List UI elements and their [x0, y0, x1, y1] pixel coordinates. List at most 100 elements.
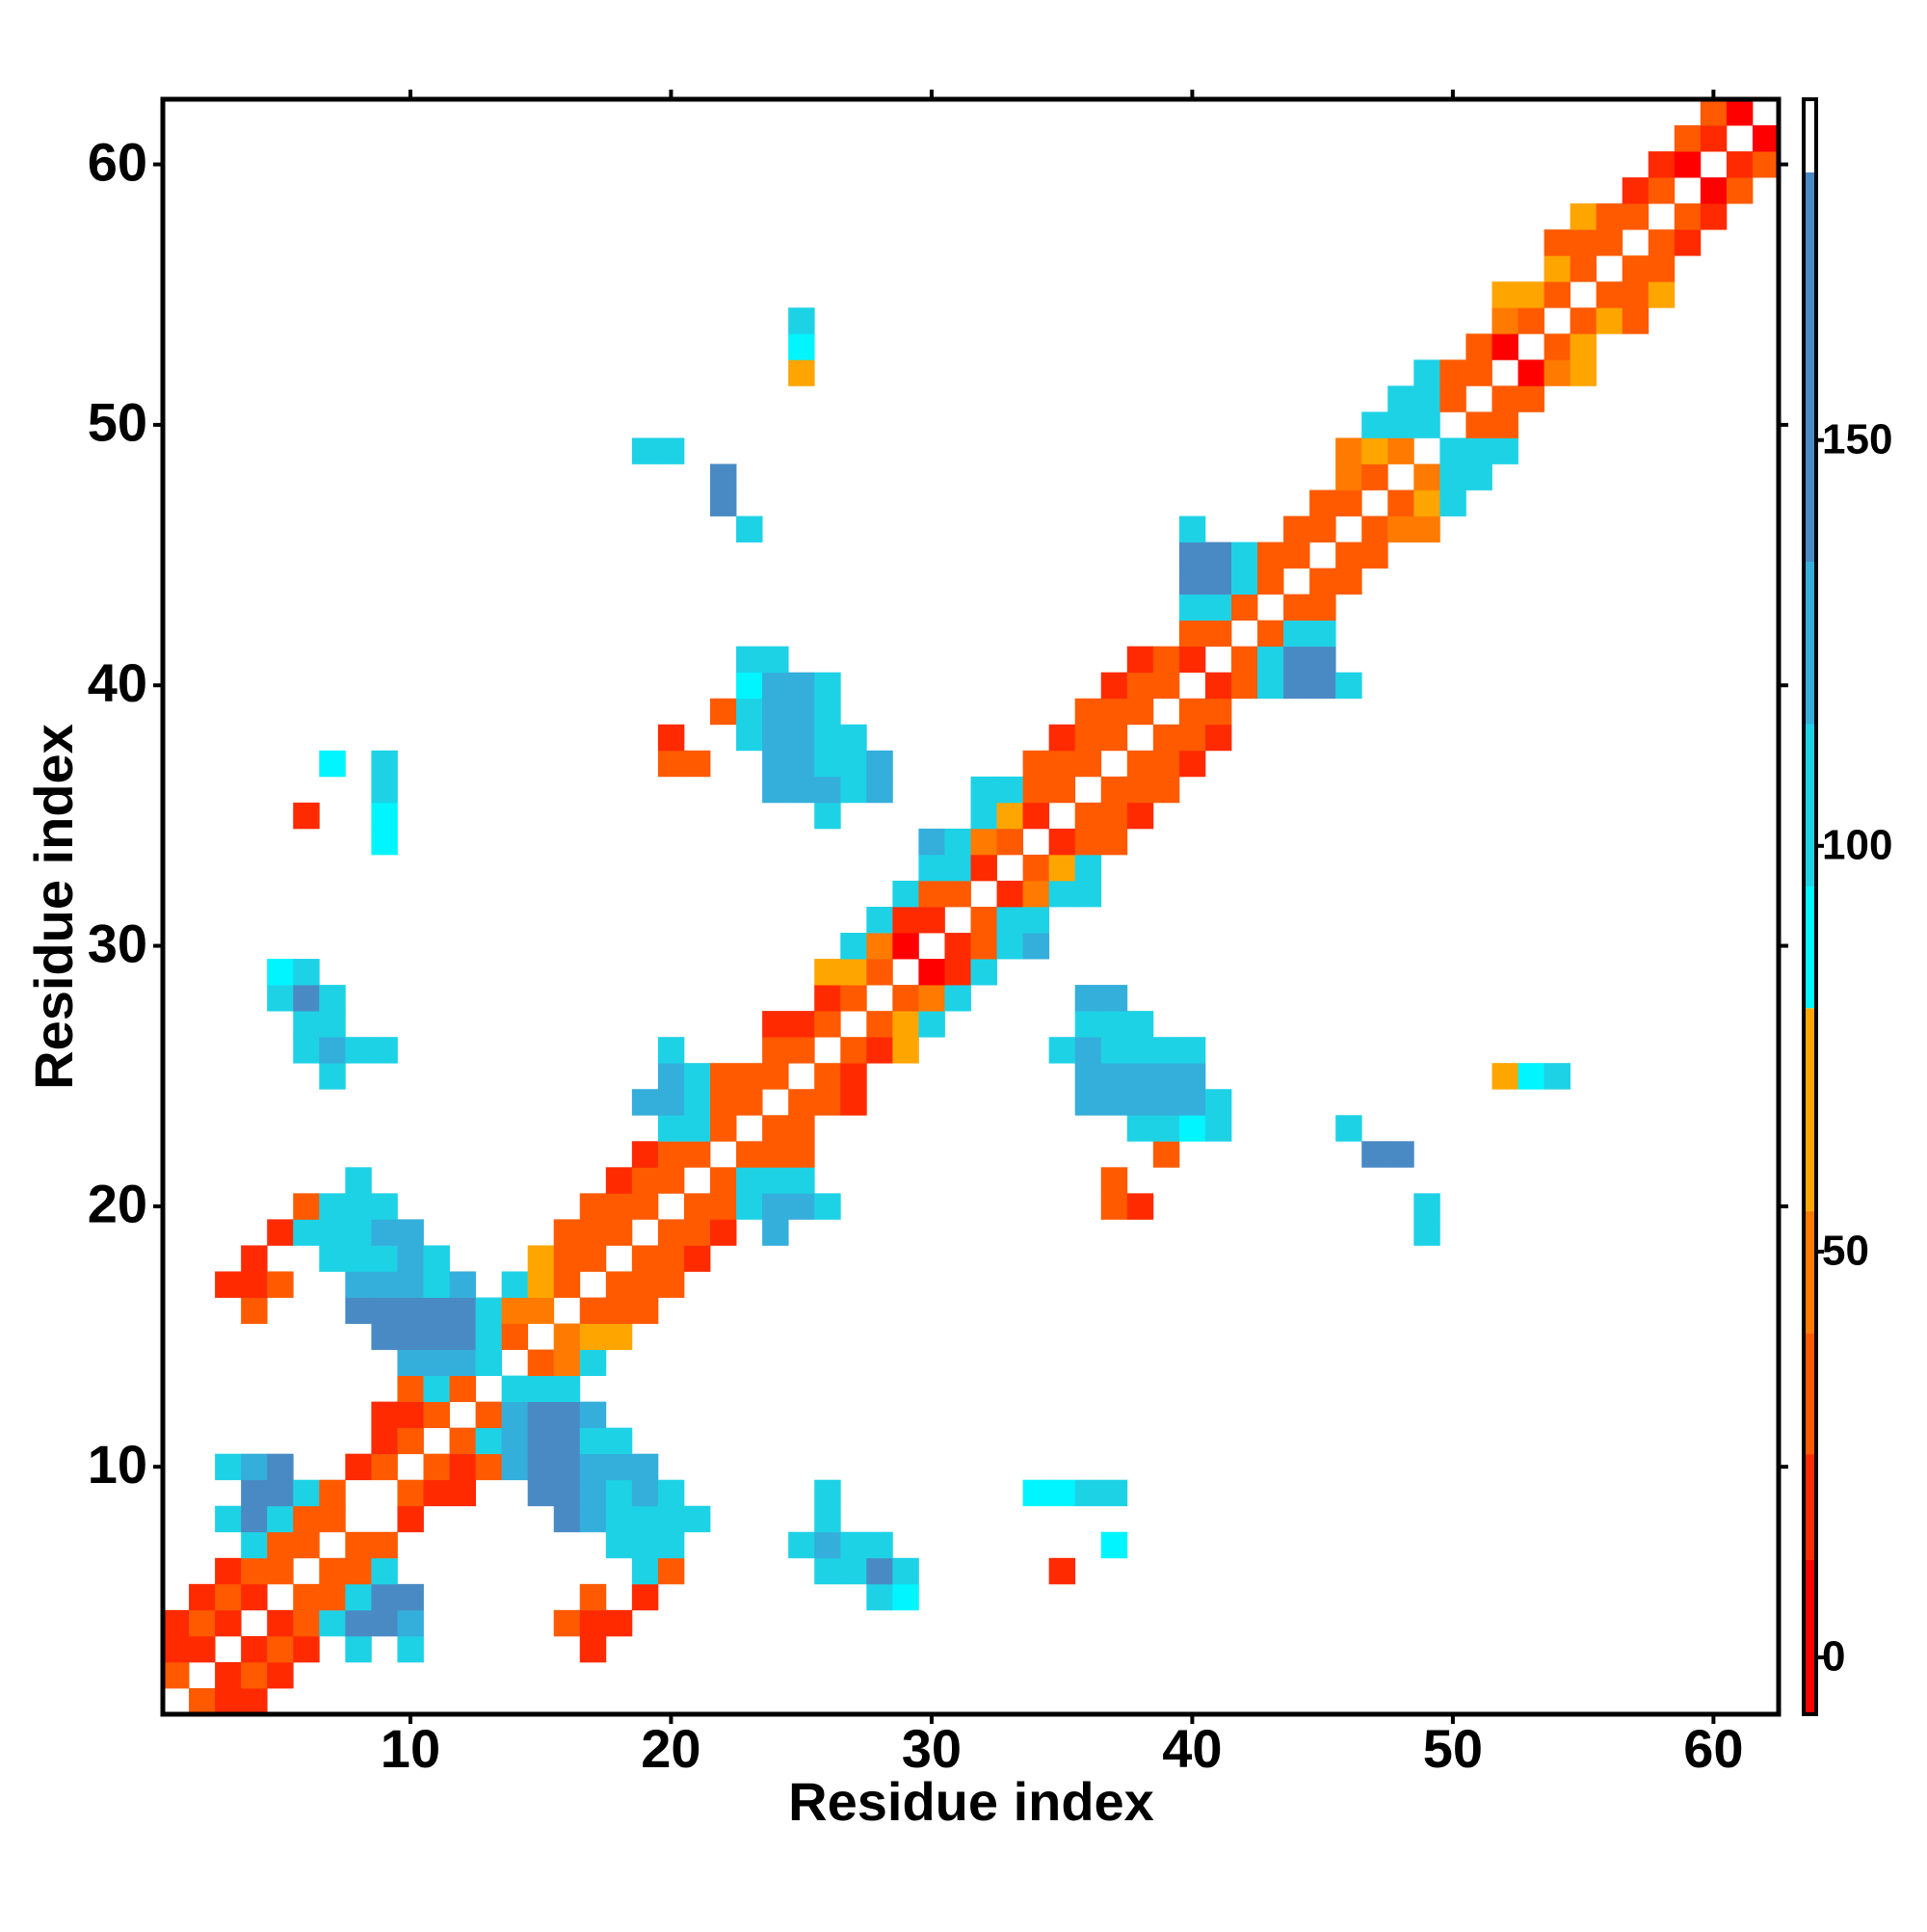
heatmap-cell: [501, 1297, 529, 1324]
heatmap-cell: [345, 1453, 372, 1481]
heatmap-cell: [1674, 151, 1702, 178]
heatmap-cell: [293, 985, 320, 1012]
heatmap-cell: [163, 1609, 190, 1637]
heatmap-cell: [657, 1141, 685, 1168]
heatmap-cell: [1230, 672, 1258, 700]
heatmap-cell: [683, 1089, 711, 1116]
heatmap-cell: [241, 1453, 268, 1481]
heatmap-cell: [944, 959, 971, 986]
heatmap-cell: [710, 463, 737, 490]
heatmap-cell: [1283, 542, 1310, 569]
colorbar-band: [1804, 1559, 1816, 1714]
heatmap-cell: [475, 1401, 503, 1429]
heatmap-cell: [1700, 125, 1728, 152]
heatmap-cell: [1100, 724, 1128, 752]
heatmap-cell: [918, 854, 945, 882]
y-tick-label: 30: [88, 913, 147, 973]
heatmap-cell: [527, 1453, 555, 1481]
heatmap-cell: [1491, 437, 1518, 464]
heatmap-cell: [657, 437, 685, 464]
heatmap-cell: [866, 750, 893, 778]
heatmap-cell: [1074, 880, 1102, 908]
heatmap-cell: [683, 750, 711, 778]
heatmap-cell: [1544, 281, 1571, 308]
heatmap-cell: [163, 1635, 190, 1663]
heatmap-cell: [657, 1089, 685, 1116]
heatmap-cell: [1074, 1089, 1102, 1116]
heatmap-cell: [631, 1505, 659, 1533]
heatmap-cell: [788, 307, 815, 334]
heatmap-cell: [397, 1245, 424, 1272]
heatmap-cell: [267, 1505, 294, 1533]
heatmap-cell: [1074, 985, 1102, 1012]
heatmap-cell: [1518, 1063, 1544, 1090]
heatmap-cell: [970, 907, 997, 934]
heatmap-cell: [814, 959, 841, 986]
heatmap-cell: [710, 1063, 737, 1090]
colorbar-band: [1804, 724, 1816, 887]
heatmap-cell: [371, 1219, 398, 1246]
heatmap-cell: [657, 1063, 685, 1090]
heatmap-cell: [762, 1115, 789, 1142]
heatmap-cell: [1335, 1115, 1362, 1142]
x-tick-label: 10: [381, 1718, 440, 1779]
heatmap-cell: [241, 1479, 268, 1507]
heatmap-cell: [1596, 203, 1623, 230]
heatmap-cell: [241, 1557, 268, 1585]
heatmap-cell: [814, 1011, 841, 1038]
heatmap-cell: [762, 1167, 789, 1194]
heatmap-cell: [293, 1583, 320, 1611]
heatmap-cell: [397, 1583, 424, 1611]
heatmap-cell: [814, 672, 841, 700]
heatmap-cell: [1752, 151, 1780, 178]
heatmap-cell: [527, 1427, 555, 1455]
heatmap-cell: [1413, 1193, 1440, 1220]
heatmap-cell: [1518, 307, 1544, 334]
heatmap-cell: [762, 1037, 789, 1064]
heatmap-cell: [996, 880, 1023, 908]
heatmap-cell: [1283, 646, 1310, 674]
heatmap-cell: [553, 1401, 581, 1429]
heatmap-cell: [319, 1011, 346, 1038]
heatmap-cell: [1230, 542, 1258, 569]
heatmap-cell: [605, 1167, 633, 1194]
heatmap-cell: [892, 1037, 919, 1064]
heatmap-cell: [1178, 516, 1206, 543]
heatmap-cell: [1152, 776, 1180, 804]
heatmap-cell: [1413, 490, 1440, 516]
heatmap-cell: [657, 1167, 685, 1194]
heatmap-cell: [631, 1193, 659, 1220]
heatmap-cell: [657, 1271, 685, 1298]
heatmap-cell: [1178, 1037, 1206, 1064]
heatmap-cell: [423, 1375, 450, 1403]
heatmap-cell: [1074, 1037, 1102, 1064]
heatmap-cell: [1648, 151, 1676, 178]
heatmap-cell: [788, 359, 815, 386]
heatmap-cell: [1752, 125, 1780, 152]
heatmap-cell: [189, 1687, 216, 1715]
heatmap-cell: [762, 1011, 789, 1038]
heatmap-cell: [631, 1245, 659, 1272]
heatmap-cell: [579, 1401, 607, 1429]
heatmap-cell: [553, 1219, 581, 1246]
heatmap-cell: [1152, 724, 1180, 752]
heatmap-cell: [371, 1531, 398, 1559]
heatmap-cell: [762, 776, 789, 804]
heatmap-cell: [579, 1193, 607, 1220]
heatmap-cell: [1100, 1193, 1128, 1220]
heatmap-cell: [1022, 750, 1050, 778]
heatmap-cell: [1257, 542, 1284, 569]
heatmap-cell: [1022, 854, 1050, 882]
heatmap-cell: [527, 1297, 555, 1324]
heatmap-cell: [319, 1245, 346, 1272]
colorbar-tick-label: 0: [1822, 1633, 1845, 1681]
heatmap-cell: [345, 1219, 372, 1246]
heatmap-cell: [605, 1323, 633, 1350]
heatmap-cell: [631, 1531, 659, 1559]
heatmap-cell: [1309, 646, 1336, 674]
heatmap-cell: [1257, 620, 1284, 648]
heatmap-cell: [762, 646, 789, 674]
heatmap-cell: [475, 1323, 503, 1350]
heatmap-cell: [579, 1583, 607, 1611]
heatmap-cell: [1126, 1037, 1154, 1064]
